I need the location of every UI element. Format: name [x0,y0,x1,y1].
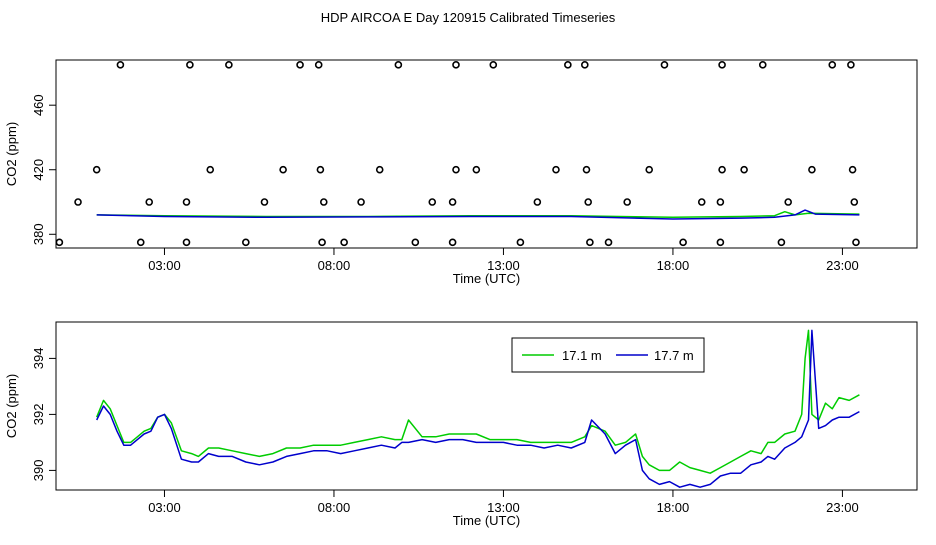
scatter-point [516,238,525,247]
y-tick-label: 460 [31,94,46,116]
scatter-point [584,198,592,206]
scatter-point [74,198,82,206]
scatter-point [357,198,365,206]
scatter-point [564,61,572,69]
top-y-axis-label: CO2 (ppm) [4,122,19,186]
scatter-point [319,198,328,206]
scatter-point [489,61,498,69]
scatter-point [296,61,304,69]
scatter-point [586,238,594,247]
scatter-point [55,238,64,247]
series-line-green [96,329,860,474]
scatter-point [777,238,786,247]
scatter-point [340,238,348,247]
scatter-point [679,238,687,247]
bottom-plot-frame [55,321,918,491]
scatter-point [718,165,726,174]
scatter-point [716,198,725,206]
scatter-point [850,198,859,206]
scatter-point [136,238,145,247]
top-scatter-points [55,61,860,247]
legend-label-17-7m: 17.7 m [654,348,694,363]
scatter-point [92,165,101,174]
scatter-point [847,61,855,69]
scatter-point [758,61,767,69]
scatter-point [116,61,125,69]
top-y-axis: 380 420 460 [31,94,56,245]
bottom-x-axis: 03:00 08:00 13:00 18:00 23:00 [148,490,859,515]
bottom-panel: 03:00 08:00 13:00 18:00 23:00 390 392 394 Time… [4,321,918,528]
scatter-point [784,198,792,206]
x-tick-label: 23:00 [826,258,859,273]
scatter-point [452,61,460,69]
scatter-point [716,238,725,247]
scatter-point [472,165,481,174]
scatter-point [448,238,457,247]
x-tick-label: 23:00 [826,500,859,515]
bottom-y-axis: 390 392 394 [31,348,56,482]
scatter-point [186,61,194,69]
scatter-point [660,61,669,69]
y-tick-label: 420 [31,159,46,181]
series-line-blue [96,209,860,220]
scatter-point [718,61,726,69]
scatter-point [808,165,816,174]
scatter-point [448,198,457,206]
legend: 17.1 m 17.7 m [511,337,705,373]
x-tick-label: 08:00 [318,500,351,515]
top-x-axis: 03:00 08:00 13:00 18:00 23:00 [148,248,859,273]
top-plot-frame [55,59,918,249]
scatter-point [225,61,233,69]
scatter-point [852,238,860,247]
y-tick-label: 392 [31,404,46,426]
top-panel: 03:00 08:00 13:00 18:00 23:00 380 420 460 Time… [4,59,918,286]
figure-title: HDP AIRCOA E Day 120915 Calibrated Times… [321,10,616,25]
series-line-blue [96,329,860,488]
scatter-point [394,61,403,69]
scatter-point [604,238,613,247]
bottom-x-axis-label: Time (UTC) [453,513,520,528]
scatter-point [182,238,191,247]
x-tick-label: 13:00 [487,500,520,515]
scatter-point [581,61,589,69]
scatter-point [848,165,857,174]
scatter-point [428,198,437,206]
x-tick-label: 08:00 [318,258,351,273]
scatter-point [645,165,654,174]
scatter-point [533,198,542,206]
scatter-point [582,165,591,174]
scatter-point [314,61,323,69]
scatter-point [145,198,154,206]
scatter-point [411,238,420,247]
x-tick-label: 13:00 [487,258,520,273]
x-tick-label: 03:00 [148,258,181,273]
scatter-point [452,165,460,174]
y-tick-label: 394 [31,348,46,370]
scatter-point [279,165,287,174]
bottom-series-lines [96,329,860,488]
y-tick-label: 380 [31,223,46,245]
scatter-point [206,165,215,174]
scatter-point [375,165,384,174]
x-tick-label: 18:00 [657,258,690,273]
scatter-point [318,238,326,247]
top-x-axis-label: Time (UTC) [453,271,520,286]
bottom-y-axis-label: CO2 (ppm) [4,374,19,438]
y-tick-label: 390 [31,460,46,482]
scatter-point [740,165,748,174]
scatter-point [242,238,250,247]
scatter-point [697,198,706,206]
scatter-point [316,165,325,174]
x-tick-label: 03:00 [148,500,181,515]
top-series-lines [96,209,860,220]
scatter-point [260,198,269,206]
scatter-point [182,198,191,206]
scatter-point [552,165,560,174]
scatter-point [828,61,837,69]
legend-label-17-1m: 17.1 m [562,348,602,363]
x-tick-label: 18:00 [657,500,690,515]
scatter-point [623,198,631,206]
